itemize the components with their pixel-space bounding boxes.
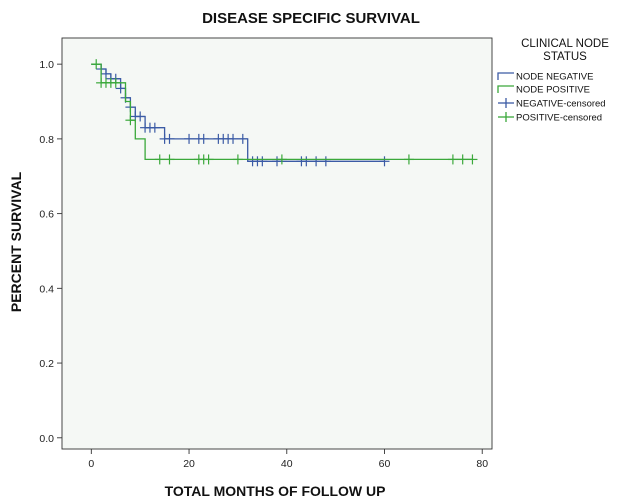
legend-label: NEGATIVE-censored xyxy=(516,99,606,110)
plot-area xyxy=(61,37,493,450)
x-tick-label: 0 xyxy=(88,458,94,470)
x-tick-label: 80 xyxy=(476,458,488,470)
legend-label: NODE POSITIVE xyxy=(516,85,590,96)
legend-title: STATUS xyxy=(543,51,587,63)
censor-mark-positive xyxy=(447,154,458,165)
censor-mark-positive xyxy=(457,154,468,165)
x-tick-label: 40 xyxy=(281,458,293,470)
censor-mark-negative xyxy=(149,122,160,133)
y-tick-label: 1.0 xyxy=(39,59,54,71)
censor-mark-positive xyxy=(154,154,165,165)
legend-swatch xyxy=(497,85,514,93)
censor-mark-negative xyxy=(237,133,248,144)
legend-label: NODE NEGATIVE xyxy=(516,72,593,83)
censor-mark-negative xyxy=(184,133,195,144)
y-tick-label: 0.6 xyxy=(39,209,54,221)
censor-mark-negative xyxy=(100,68,111,79)
legend-item: NODE POSITIVE xyxy=(497,85,590,96)
x-tick-label: 20 xyxy=(183,458,195,470)
legend-swatch xyxy=(497,72,514,80)
y-tick-label: 0.4 xyxy=(39,283,54,295)
censor-mark-positive xyxy=(164,154,175,165)
legend-label: POSITIVE-censored xyxy=(516,113,602,124)
censor-mark-negative xyxy=(301,156,312,167)
legend-item: POSITIVE-censored xyxy=(498,112,602,124)
x-tick-label: 60 xyxy=(379,458,391,470)
y-axis-title: PERCENT SURVIVAL xyxy=(8,171,24,312)
y-tick-label: 0.0 xyxy=(39,433,54,445)
censor-mark-negative xyxy=(228,133,239,144)
legend-item: NODE NEGATIVE xyxy=(497,72,593,83)
censor-mark-negative xyxy=(115,83,126,94)
x-axis-title: TOTAL MONTHS OF FOLLOW UP xyxy=(165,483,386,499)
legend-title: CLINICAL NODE xyxy=(521,38,609,50)
censor-mark-negative xyxy=(198,133,209,144)
legend-item: NEGATIVE-censored xyxy=(498,98,606,110)
chart-title: DISEASE SPECIFIC SURVIVAL xyxy=(202,10,420,27)
censor-mark-positive xyxy=(203,154,214,165)
censor-mark-positive xyxy=(467,154,478,165)
censor-mark-negative xyxy=(164,133,175,144)
censor-mark-negative xyxy=(379,156,390,167)
censor-mark-negative xyxy=(320,156,331,167)
censor-mark-positive xyxy=(403,154,414,165)
y-tick-label: 0.8 xyxy=(39,134,54,146)
y-tick-label: 0.2 xyxy=(39,358,54,370)
censor-mark-positive xyxy=(91,59,102,70)
censor-mark-negative xyxy=(272,156,282,167)
censor-mark-negative xyxy=(135,111,146,122)
censor-mark-negative xyxy=(311,156,322,167)
censor-mark-positive xyxy=(110,77,121,88)
censor-mark-positive xyxy=(232,154,243,165)
censor-mark-positive xyxy=(276,154,287,165)
censor-mark-positive xyxy=(125,115,136,126)
censor-mark-negative xyxy=(257,156,268,167)
